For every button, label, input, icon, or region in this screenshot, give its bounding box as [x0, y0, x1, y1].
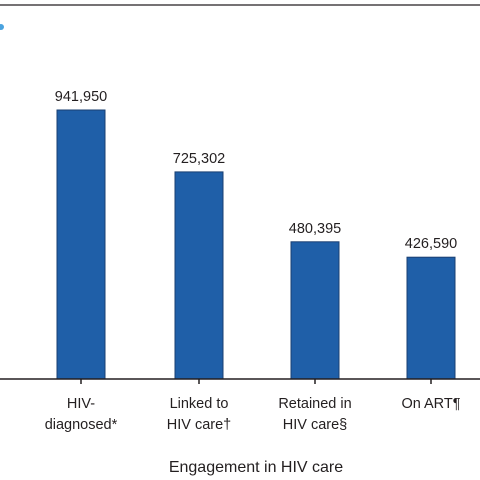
- x-axis-title: Engagement in HIV care: [169, 459, 343, 476]
- value-labels-group: 941,950 725,302 480,395 426,590: [55, 89, 457, 252]
- bar-1: [174, 171, 224, 380]
- bars-group: [56, 109, 456, 380]
- x-tick-label-1-line-1: HIV care†: [167, 417, 231, 433]
- x-tick-label-2-line-1: HIV care§: [283, 417, 347, 433]
- x-tick-label-1: Linked to HIV care†: [167, 396, 231, 433]
- x-tick-label-0: HIV-diagnosed*: [45, 396, 118, 433]
- x-ticks-group: [80, 379, 432, 384]
- x-tick-label-0-line-1: diagnosed*: [45, 417, 118, 433]
- x-tick-label-3-line-0: On ART¶: [401, 396, 460, 412]
- value-label-2: 480,395: [289, 221, 341, 237]
- x-tick-label-0-line-0: HIV-: [67, 396, 95, 412]
- x-tick-labels-group: HIV-diagnosed* Linked to HIV care† Retained…: [45, 396, 461, 433]
- value-label-3: 426,590: [405, 236, 457, 252]
- bar-3: [406, 256, 456, 380]
- x-tick-label-3: On ART¶: [401, 396, 460, 412]
- value-label-0: 941,950: [55, 89, 107, 105]
- bar-0: [56, 109, 106, 380]
- frame-corner-dot: [0, 24, 4, 30]
- x-tick-label-2: Retained in HIV care§: [278, 396, 351, 433]
- x-tick-label-1-line-0: Linked to: [170, 396, 229, 412]
- value-label-1: 725,302: [173, 151, 225, 167]
- bar-2: [290, 241, 340, 380]
- x-tick-label-2-line-0: Retained in: [278, 396, 351, 412]
